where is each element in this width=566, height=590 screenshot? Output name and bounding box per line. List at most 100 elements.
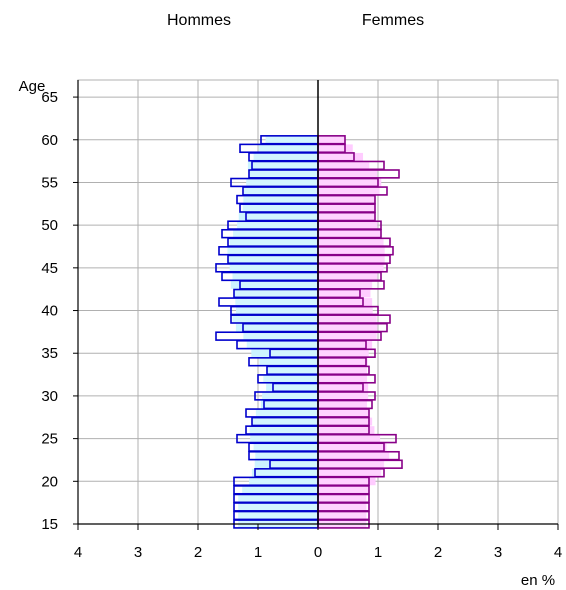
shadow-bar-femmes [318, 468, 382, 477]
bar-femmes [317, 271, 382, 282]
shadow-bar-femmes [318, 332, 377, 341]
shadow-bar-hommes [233, 289, 318, 298]
y-tick-label: 55 [41, 174, 58, 191]
bar-femmes [317, 254, 391, 265]
shadow-bar-hommes [227, 246, 318, 255]
bar-femmes [317, 408, 370, 418]
bar-hommes [248, 169, 319, 179]
axes [73, 80, 559, 530]
shadow-bar-hommes [251, 349, 318, 358]
x-tick-label: 3 [494, 544, 502, 561]
bar-hommes [236, 194, 319, 205]
shadow-bar-femmes [318, 357, 368, 366]
shadow-bar-hommes [251, 468, 318, 477]
bar-femmes [317, 339, 367, 350]
shadow-bar-hommes [238, 494, 318, 503]
bar-hommes [242, 186, 319, 196]
bars [215, 135, 403, 529]
shadow-bar-femmes [318, 485, 370, 494]
bar-hommes [251, 160, 319, 171]
bar-hommes [221, 271, 319, 282]
shadow-bar-femmes [318, 204, 376, 213]
shadow-bar-femmes [318, 366, 368, 375]
bar-hommes [242, 322, 319, 333]
shadow-bar-femmes [318, 315, 377, 324]
shadow-bar-hommes [229, 263, 318, 272]
y-tick-label: 15 [41, 516, 58, 533]
shadow-bar-femmes [318, 511, 367, 520]
bar-hommes [227, 237, 319, 247]
shadow-bar-femmes [318, 443, 387, 452]
bar-femmes [317, 305, 379, 316]
bar-hommes [272, 382, 319, 393]
bar-femmes [317, 263, 388, 273]
shadow-bar-hommes [233, 229, 318, 238]
shadow-bar-femmes [318, 152, 364, 161]
bar-hommes [227, 254, 319, 265]
bar-femmes [317, 510, 370, 521]
bar-femmes [317, 331, 382, 341]
bar-femmes [317, 177, 379, 188]
bar-hommes [269, 348, 319, 358]
x-tick-label: 1 [374, 544, 382, 561]
shadow-bar-hommes [249, 426, 318, 435]
shadow-bar-hommes [265, 135, 318, 144]
y-axis-label: Age [19, 78, 46, 95]
bar-femmes [317, 186, 388, 196]
shadow-bar-femmes [318, 502, 367, 511]
bar-hommes [269, 459, 319, 469]
bar-hommes [230, 177, 319, 188]
x-tick-label: 4 [554, 544, 562, 561]
shadow-bars [227, 135, 390, 528]
bar-femmes [317, 237, 391, 247]
shadow-bar-hommes [266, 383, 318, 392]
shadow-bar-hommes [253, 152, 318, 161]
shadow-bar-femmes [318, 494, 367, 503]
shadow-bar-hommes [242, 204, 318, 213]
bar-hommes [254, 468, 319, 478]
shadow-bar-femmes [318, 383, 369, 392]
shadow-bar-hommes [238, 502, 318, 511]
bar-hommes [248, 357, 319, 367]
shadow-bar-hommes [250, 434, 318, 443]
shadow-bar-femmes [318, 323, 378, 332]
shadow-bar-femmes [318, 238, 384, 247]
bar-hommes [245, 211, 319, 222]
bar-femmes [317, 143, 346, 154]
shadow-bar-femmes [318, 298, 373, 306]
shadow-bar-femmes [318, 169, 378, 178]
shadow-bar-femmes [318, 400, 368, 409]
shadow-bar-femmes [318, 229, 381, 238]
bar-hommes [248, 450, 319, 461]
bar-femmes [317, 322, 388, 333]
bar-hommes [233, 288, 319, 299]
bar-hommes [215, 331, 319, 341]
y-tick-label: 65 [41, 89, 58, 106]
bar-femmes [317, 391, 376, 401]
shadow-bar-femmes [318, 426, 375, 435]
shadow-bar-femmes [318, 221, 378, 230]
shadow-bar-hommes [253, 443, 318, 452]
right-label: Femmes [362, 12, 424, 29]
shadow-bar-hommes [235, 306, 318, 315]
shadow-bar-hommes [238, 511, 318, 520]
shadow-bar-hommes [243, 195, 318, 204]
bar-hommes [218, 246, 319, 256]
shadow-bar-femmes [318, 460, 385, 469]
bar-hommes [227, 220, 319, 230]
shadow-bar-femmes [318, 255, 385, 264]
shadow-bar-hommes [242, 485, 318, 494]
bar-femmes [317, 502, 370, 512]
shadow-bar-femmes [318, 212, 375, 221]
shadow-bar-femmes [318, 306, 373, 315]
x-tick-label: 2 [194, 544, 202, 561]
shadow-bar-femmes [318, 451, 390, 460]
bar-femmes [317, 416, 370, 427]
shadow-bar-femmes [318, 374, 368, 383]
y-tick-label: 30 [41, 388, 58, 405]
bar-femmes [317, 493, 370, 504]
x-tick-label: 3 [134, 544, 142, 561]
bar-hommes [233, 510, 319, 521]
x-tick-label: 2 [434, 544, 442, 561]
